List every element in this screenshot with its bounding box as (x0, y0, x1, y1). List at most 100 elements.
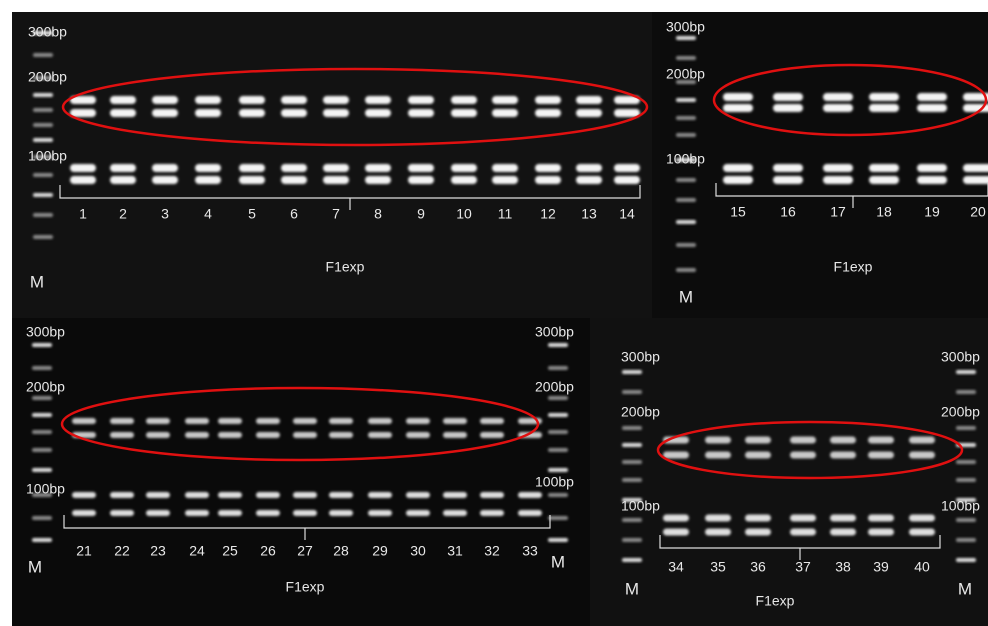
marker-label: 100bp (666, 151, 705, 167)
dna-band (293, 432, 317, 438)
dna-band (868, 452, 894, 459)
ladder-band (676, 178, 696, 182)
lane-number: 22 (114, 543, 130, 559)
lane-number: 35 (710, 559, 726, 575)
lane-number: 31 (447, 543, 463, 559)
dna-band (830, 437, 856, 444)
lane-number: 14 (619, 206, 635, 222)
dna-band (790, 529, 816, 536)
dna-band (576, 176, 602, 184)
dna-band (823, 164, 853, 172)
dna-band (492, 176, 518, 184)
lane-number: 5 (248, 206, 256, 222)
dna-band (723, 176, 753, 184)
dna-band (909, 529, 935, 536)
lane-number: 39 (873, 559, 889, 575)
ladder-band (956, 518, 976, 522)
dna-band (745, 515, 771, 522)
dna-band (451, 164, 477, 172)
marker-label: 100bp (941, 498, 980, 514)
dna-band (745, 529, 771, 536)
ladder-band (622, 426, 642, 430)
ladder-label: M (28, 557, 42, 576)
lane-number: 24 (189, 543, 205, 559)
dna-band (443, 432, 467, 438)
dna-band (663, 515, 689, 522)
ladder-band (676, 198, 696, 202)
group-label: F1exp (286, 579, 325, 595)
ladder-band (956, 460, 976, 464)
dna-band (830, 515, 856, 522)
ladder-band (548, 413, 568, 417)
lane-number: 32 (484, 543, 500, 559)
dna-band (323, 164, 349, 172)
marker-label: 200bp (28, 69, 67, 85)
dna-band (110, 96, 136, 104)
ladder-band (32, 413, 52, 417)
dna-band (917, 104, 947, 112)
dna-band (218, 418, 242, 424)
dna-band (773, 104, 803, 112)
lane-number: 26 (260, 543, 276, 559)
dna-band (70, 176, 96, 184)
ladder-band (32, 396, 52, 400)
dna-band (146, 510, 170, 516)
dna-band (790, 515, 816, 522)
dna-band (963, 164, 988, 172)
ladder-band (548, 516, 568, 520)
ladder-band (622, 460, 642, 464)
dna-band (723, 164, 753, 172)
marker-label: 300bp (535, 324, 574, 340)
ladder-band (32, 343, 52, 347)
lane-number: 36 (750, 559, 766, 575)
dna-band (868, 437, 894, 444)
ladder-band (676, 56, 696, 60)
dna-band (614, 176, 640, 184)
dna-band (293, 510, 317, 516)
dna-band (406, 492, 430, 498)
ladder-band (32, 538, 52, 542)
dna-band (72, 510, 96, 516)
lane-number: 7 (332, 206, 340, 222)
dna-band (195, 109, 221, 117)
ladder-band (676, 220, 696, 224)
ladder-band (32, 516, 52, 520)
dna-band (869, 93, 899, 101)
dna-band (329, 492, 353, 498)
lane-number: 25 (222, 543, 238, 559)
dna-band (256, 492, 280, 498)
group-label: F1exp (326, 259, 365, 275)
lane-number: 40 (914, 559, 930, 575)
dna-band (293, 492, 317, 498)
dna-band (329, 432, 353, 438)
ladder-band (676, 133, 696, 137)
lane-number: 12 (540, 206, 556, 222)
dna-band (110, 418, 134, 424)
marker-label: 100bp (535, 474, 574, 490)
dna-band (185, 432, 209, 438)
dna-band (195, 176, 221, 184)
dna-band (293, 418, 317, 424)
dna-band (480, 510, 504, 516)
dna-band (535, 109, 561, 117)
dna-band (614, 164, 640, 172)
ladder-label: M (551, 552, 565, 571)
dna-band (576, 96, 602, 104)
dna-band (663, 452, 689, 459)
dna-band (110, 510, 134, 516)
dna-band (368, 492, 392, 498)
dna-band (185, 510, 209, 516)
dna-band (705, 437, 731, 444)
marker-label: 300bp (941, 349, 980, 365)
dna-band (869, 104, 899, 112)
lane-number: 27 (297, 543, 313, 559)
dna-band (745, 452, 771, 459)
dna-band (480, 492, 504, 498)
dna-band (256, 432, 280, 438)
dna-band (869, 176, 899, 184)
ladder-band (676, 98, 696, 102)
dna-band (365, 176, 391, 184)
dna-band (323, 109, 349, 117)
dna-band (909, 452, 935, 459)
dna-band (790, 437, 816, 444)
